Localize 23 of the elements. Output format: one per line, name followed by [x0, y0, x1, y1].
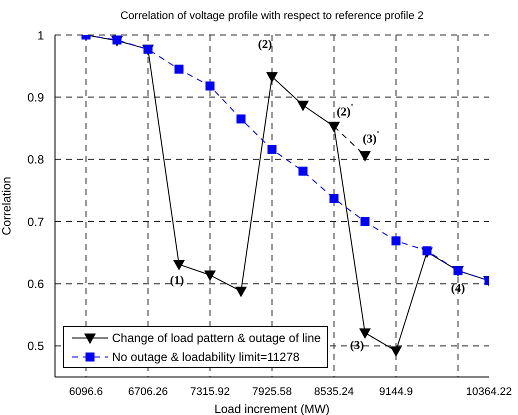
annotation: (4) [451, 281, 465, 295]
y-axis-title: Correlation [0, 176, 14, 236]
legend-label: Change of load pattern & outage of line [112, 330, 321, 344]
x-tick-label: 9144.9 [379, 386, 413, 398]
x-tick-label: 8535.24 [314, 386, 354, 398]
annotation: (2)$^{'}$ [336, 102, 354, 118]
y-tick-label: 0.9 [27, 90, 44, 104]
x-tick-label: 6706.26 [128, 386, 168, 398]
x-tick-label: 10364.22 [466, 386, 512, 398]
y-tick-label: 0.6 [27, 276, 44, 291]
legend-label: No outage & loadability limit=11278 [112, 350, 300, 364]
annotation: (3) [350, 338, 364, 352]
annotation: (1) [170, 273, 184, 287]
x-tick-label: 6096.6 [69, 386, 103, 398]
annotation: (3)$^{'}$ [362, 128, 380, 146]
x-tick-label: 7315.92 [190, 386, 230, 398]
y-tick-label: 0.7 [27, 214, 44, 229]
y-tick-label: 0.5 [27, 339, 44, 354]
y-tick-label: 1 [37, 28, 44, 42]
chart-title: Correlation of voltage profile with respect to reference profile 2 [119, 10, 425, 22]
x-tick-label: 7925.58 [252, 386, 292, 398]
y-tick-label: 0.8 [27, 152, 44, 167]
annotation: (2) [258, 37, 272, 51]
